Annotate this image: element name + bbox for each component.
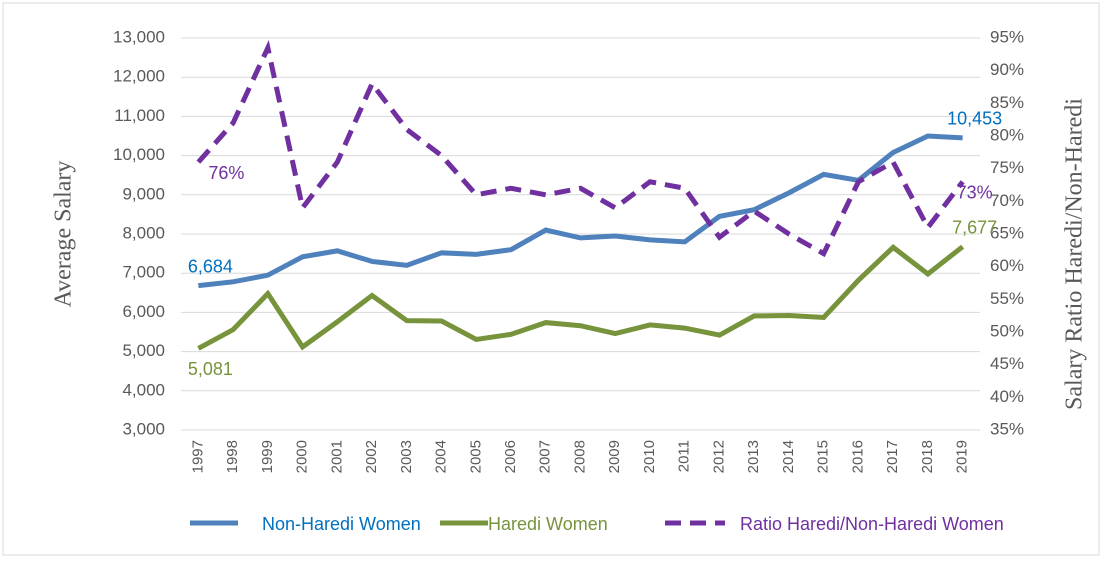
y-tick-label: 8,000 xyxy=(122,223,165,242)
y2-tick-label: 75% xyxy=(990,158,1024,177)
x-tick-label: 2009 xyxy=(606,440,623,473)
line-series xyxy=(197,244,965,351)
x-tick-label: 1997 xyxy=(189,440,206,473)
y-tick-label: 6,000 xyxy=(122,302,165,321)
y-tick-label: 9,000 xyxy=(122,184,165,203)
y2-tick-label: 90% xyxy=(990,60,1024,79)
x-tick-label: 2016 xyxy=(849,440,866,473)
x-tick-label: 2015 xyxy=(815,440,832,473)
y-axis-title: Average Salary xyxy=(51,161,77,308)
y-tick-label: 10,000 xyxy=(113,145,165,164)
legend-label: Non-Haredi Women xyxy=(262,514,421,534)
x-tick-label: 2008 xyxy=(571,440,588,473)
data-label: 73% xyxy=(957,182,993,202)
y2-tick-label: 60% xyxy=(990,256,1024,275)
y-tick-label: 13,000 xyxy=(113,27,165,46)
data-label: 76% xyxy=(208,163,244,183)
y2-tick-label: 85% xyxy=(990,93,1024,112)
legend-label: Ratio Haredi/Non-Haredi Women xyxy=(740,514,1004,534)
y2-axis-title: Salary Ratio Haredi/Non-Haredi xyxy=(1062,98,1088,410)
x-tick-label: 2002 xyxy=(363,440,380,473)
x-tick-label: 2003 xyxy=(398,440,415,473)
x-tick-label: 2014 xyxy=(780,440,797,473)
legend-label: Haredi Women xyxy=(488,514,608,534)
line-series xyxy=(196,39,965,258)
x-tick-label: 2019 xyxy=(954,440,971,473)
y-tick-label: 7,000 xyxy=(122,263,165,282)
data-label: 7,677 xyxy=(952,217,997,237)
y2-tick-label: 70% xyxy=(990,191,1024,210)
data-label: 6,684 xyxy=(188,256,233,276)
x-tick-label: 1998 xyxy=(224,440,241,473)
x-tick-label: 1999 xyxy=(259,440,276,473)
y2-tick-label: 65% xyxy=(990,223,1024,242)
x-tick-label: 2010 xyxy=(641,440,658,473)
y2-tick-label: 40% xyxy=(990,387,1024,406)
x-tick-label: 2004 xyxy=(433,440,450,473)
y2-tick-label: 35% xyxy=(990,419,1024,438)
data-label: 10,453 xyxy=(947,109,1002,129)
x-tick-label: 2017 xyxy=(884,440,901,473)
x-tick-label: 2006 xyxy=(502,440,519,473)
y-tick-label: 4,000 xyxy=(122,380,165,399)
y2-tick-label: 55% xyxy=(990,289,1024,308)
y2-tick-label: 80% xyxy=(990,125,1024,144)
x-tick-label: 2005 xyxy=(467,440,484,473)
line-series xyxy=(198,133,963,289)
data-label: 5,081 xyxy=(188,359,233,379)
y2-tick-label: 95% xyxy=(990,27,1024,46)
x-tick-label: 2007 xyxy=(537,440,554,473)
x-tick-label: 2013 xyxy=(745,440,762,473)
y-tick-label: 5,000 xyxy=(122,341,165,360)
x-tick-label: 2012 xyxy=(710,440,727,473)
y-tick-label: 12,000 xyxy=(113,67,165,86)
y-tick-label: 11,000 xyxy=(114,106,165,125)
y-tick-label: 3,000 xyxy=(122,419,165,438)
y2-tick-label: 50% xyxy=(990,321,1024,340)
y2-tick-label: 45% xyxy=(990,354,1024,373)
x-tick-label: 2018 xyxy=(919,440,936,473)
x-tick-label: 2000 xyxy=(294,440,311,473)
x-tick-label: 2011 xyxy=(676,440,693,472)
x-tick-label: 2001 xyxy=(328,440,345,473)
